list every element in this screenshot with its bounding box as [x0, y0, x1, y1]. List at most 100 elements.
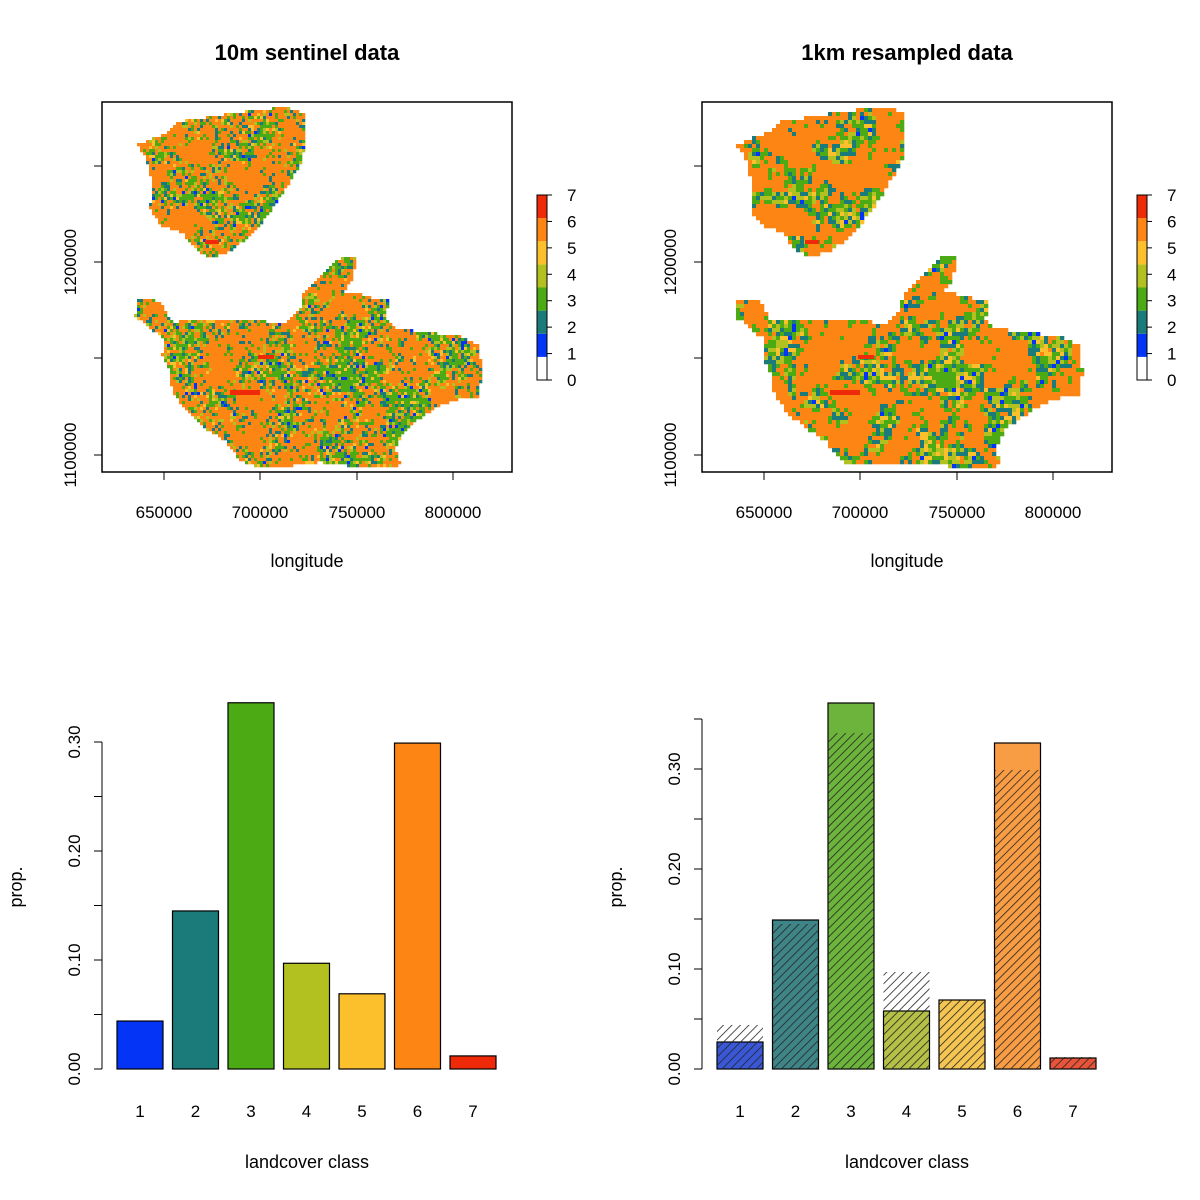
raster-cell [191, 332, 195, 336]
raster-cell [311, 287, 315, 291]
raster-cell [191, 119, 195, 123]
raster-cell [164, 215, 168, 219]
raster-cell [461, 395, 465, 399]
raster-cell [197, 134, 201, 138]
raster-cell [407, 341, 411, 345]
raster-cell [203, 125, 207, 129]
raster-cell [200, 170, 204, 174]
raster-cell [242, 344, 246, 348]
raster-cell [290, 122, 294, 126]
raster-cell [215, 359, 219, 363]
raster-cell [464, 374, 468, 378]
raster-cell [227, 248, 231, 252]
raster-cell [239, 155, 243, 159]
raster-cell [221, 161, 225, 165]
raster-cell [191, 236, 195, 240]
raster-cell [266, 197, 270, 201]
raster-cell [197, 356, 201, 360]
raster-cell [260, 350, 264, 354]
raster-cell [401, 368, 405, 372]
raster-cell [269, 182, 273, 186]
raster-cell [242, 140, 246, 144]
raster-cell [182, 353, 186, 357]
raster-cell [440, 335, 444, 339]
raster-cell [350, 314, 354, 318]
raster-cell [257, 149, 261, 153]
raster-cell [212, 179, 216, 183]
raster-cell [242, 143, 246, 147]
raster-cell [422, 344, 426, 348]
raster-cell [296, 386, 300, 390]
raster-cell [368, 380, 372, 384]
raster-cell [281, 338, 285, 342]
raster-cell [218, 164, 222, 168]
raster-cell [176, 221, 180, 225]
raster-cell [443, 389, 447, 393]
raster-cell [314, 395, 318, 399]
raster-cell [179, 128, 183, 132]
raster-cell [371, 353, 375, 357]
raster-cell [326, 287, 330, 291]
raster-cell [206, 344, 210, 348]
raster-cell [203, 383, 207, 387]
raster-cell [188, 353, 192, 357]
raster-cell [338, 296, 342, 300]
raster-cell [257, 377, 261, 381]
raster-cell [269, 164, 273, 168]
raster-cell [266, 368, 270, 372]
raster-cell [473, 371, 477, 375]
raster-cell [200, 155, 204, 159]
raster-cell [290, 371, 294, 375]
raster-cell [206, 371, 210, 375]
raster-cell [278, 377, 282, 381]
raster-cell [284, 392, 288, 396]
raster-cell [260, 338, 264, 342]
raster-cell [188, 236, 192, 240]
raster-cell [395, 338, 399, 342]
raster-cell [221, 122, 225, 126]
raster-cell [263, 200, 267, 204]
raster-cell [245, 194, 249, 198]
raster-cell [383, 356, 387, 360]
raster-cell [203, 188, 207, 192]
raster-cell [287, 356, 291, 360]
raster-cell [239, 140, 243, 144]
raster-cell [146, 149, 150, 153]
raster-cell [194, 140, 198, 144]
raster-cell [176, 164, 180, 168]
raster-cell [251, 380, 255, 384]
raster-cell [191, 323, 195, 327]
raster-cell [245, 149, 249, 153]
raster-cell [275, 170, 279, 174]
raster-cell [455, 368, 459, 372]
raster-cell [326, 344, 330, 348]
raster-cell [419, 368, 423, 372]
raster-cell [275, 191, 279, 195]
raster-cell [197, 338, 201, 342]
raster-cell [338, 311, 342, 315]
raster-cell [230, 377, 234, 381]
raster-cell [200, 161, 204, 165]
raster-cell [218, 329, 222, 333]
raster-cell [383, 395, 387, 399]
raster-cell [452, 380, 456, 384]
raster-cell [260, 137, 264, 141]
raster-cell [230, 227, 234, 231]
raster-cell [203, 218, 207, 222]
raster-cell [467, 359, 471, 363]
raster-cell [302, 146, 306, 150]
raster-cell [236, 236, 240, 240]
raster-cell [158, 317, 162, 321]
raster-cell [245, 164, 249, 168]
raster-cell [347, 347, 351, 351]
raster-cell [344, 329, 348, 333]
raster-cell [149, 299, 153, 303]
raster-cell [401, 338, 405, 342]
raster-cell [302, 122, 306, 126]
raster-cell [407, 392, 411, 396]
raster-cell [203, 224, 207, 228]
raster-cell [467, 341, 471, 345]
raster-cell [149, 323, 153, 327]
raster-cell [440, 344, 444, 348]
raster-cell [422, 389, 426, 393]
